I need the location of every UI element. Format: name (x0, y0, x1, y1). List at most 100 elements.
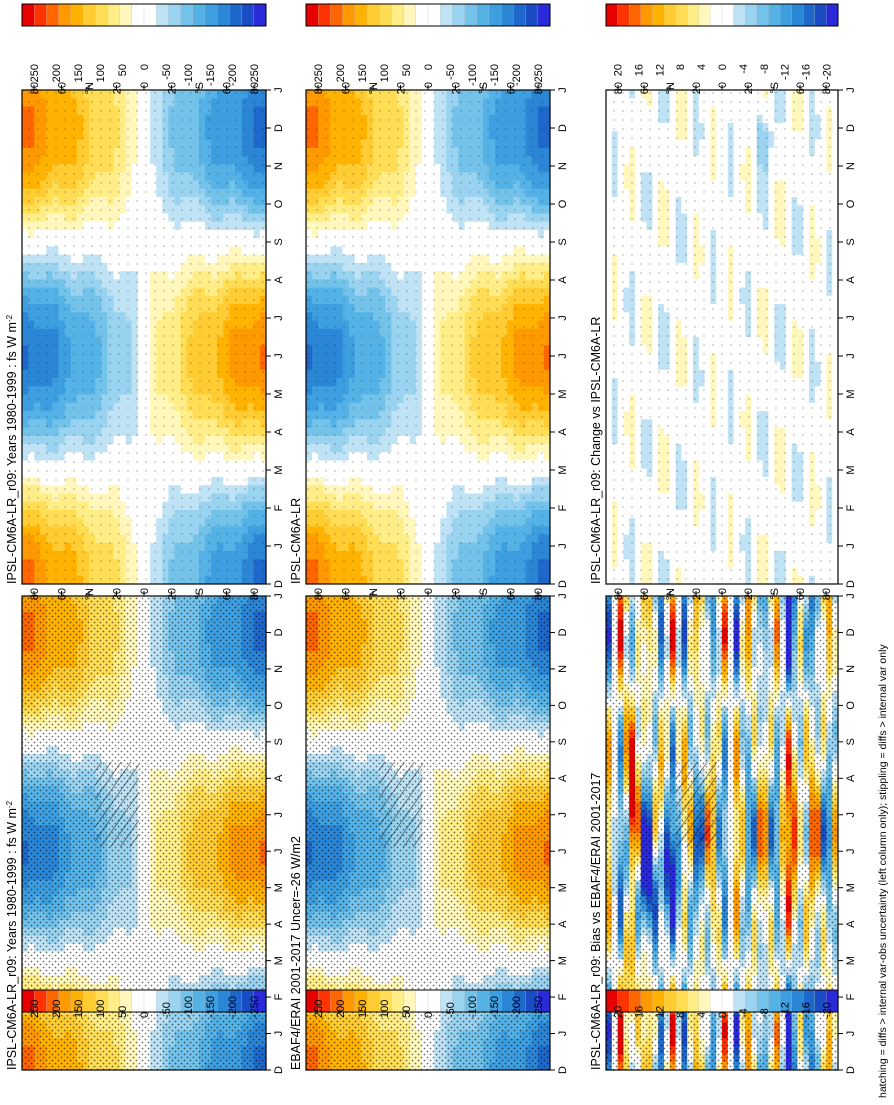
month-tick-label: M (273, 389, 285, 398)
month-tick-label: O (273, 199, 285, 208)
lat-tick-label: °N (84, 82, 96, 94)
month-tick-label: A (273, 428, 285, 436)
colorbar-label: -150 (205, 64, 217, 86)
lat-tick-label: 20 (112, 82, 124, 94)
colorbar-label: 100 (95, 1000, 107, 1018)
colorbar-label: -150 (205, 996, 217, 1018)
colorbar-label: -50 (161, 1002, 173, 1018)
panel-title: IPSL-CM6A-LR_r09: Years 1980-1999 : fs W… (5, 314, 20, 584)
colorbar-label: 200 (51, 1000, 63, 1018)
colorbar-label: -100 (183, 996, 195, 1018)
colorbar-label: -200 (227, 64, 239, 86)
month-tick-label: D (273, 124, 285, 132)
colorbar-swatch (46, 3, 60, 27)
lat-tick-label: 80 (249, 588, 261, 600)
month-tick-label: J (273, 315, 285, 321)
month-tick-label: M (273, 883, 285, 892)
colorbar-swatch (34, 3, 47, 27)
panel-title: IPSL-CM6A-LR_r09: Years 1980-1999 : fs W… (5, 800, 20, 1070)
month-tick-label: A (273, 774, 285, 782)
month-tick-label: M (273, 956, 285, 965)
lat-tick-label: °N (84, 588, 96, 600)
colorbar-swatch (241, 3, 255, 27)
month-tick-label: D (273, 628, 285, 636)
colorbar-label: 50 (117, 64, 129, 76)
colorbar-swatch (180, 3, 194, 27)
month-tick-label: J (273, 353, 285, 359)
colorbar-label: 100 (95, 64, 107, 82)
month-tick-label: J (273, 543, 285, 549)
month-tick-label: D (273, 1066, 285, 1074)
month-tick-label: J (273, 593, 285, 599)
colorbar-swatch (168, 3, 182, 27)
colorbar-swatch (119, 3, 133, 27)
colorbar-swatch (131, 989, 145, 1013)
lat-tick-label: 0 (139, 82, 151, 88)
colorbar-label: -250 (249, 996, 261, 1018)
colorbar-label: 250 (29, 64, 41, 82)
title-units-superscript: -2 (5, 314, 14, 322)
colorbar-label: 150 (73, 1000, 85, 1018)
month-tick-label: D (273, 580, 285, 588)
lat-tick-label: °S (194, 588, 206, 600)
month-tick-label: O (273, 701, 285, 710)
month-tick-label: J (273, 812, 285, 818)
lat-tick-label: 80 (29, 82, 41, 94)
month-tick-label: J (273, 848, 285, 854)
month-tick-label: M (273, 465, 285, 474)
month-tick-label: J (273, 87, 285, 93)
colorbar-label: 200 (51, 64, 63, 82)
lat-tick-label: 20 (167, 588, 179, 600)
lat-tick-label: 0 (139, 588, 151, 594)
month-tick-label: J (273, 1031, 285, 1037)
month-tick-label: F (273, 504, 285, 511)
colorbar-swatch (143, 3, 157, 27)
title-units-superscript: -2 (5, 800, 14, 808)
colorbar: 250 200 150 100 50 0 -50 -100 -150 -200 -250 (21, 3, 267, 86)
month-tick-label: S (273, 738, 285, 745)
colorbar-label: -250 (249, 64, 261, 86)
colorbar-swatch (192, 3, 206, 27)
colorbar-label: -200 (227, 996, 239, 1018)
month-tick-label: A (273, 920, 285, 928)
colorbar-swatch (143, 989, 157, 1013)
colorbar-label: 50 (117, 1006, 129, 1018)
stippling-overlay (22, 90, 266, 584)
month-tick-label: S (273, 238, 285, 245)
month-tick-label: N (273, 162, 285, 170)
colorbar-label: -100 (183, 64, 195, 86)
colorbar-swatch (229, 3, 243, 27)
lat-tick-label: 60 (57, 82, 69, 94)
colorbar-swatch (58, 3, 72, 27)
colorbar-swatch (204, 3, 218, 27)
colorbar: 250 200 150 100 50 0 -50 -100 -150 -200 -250 (21, 989, 267, 1018)
lat-tick-label: 80 (29, 588, 41, 600)
colorbar-swatch (131, 3, 145, 27)
colorbar-swatch (70, 3, 84, 27)
colorbar-swatch (21, 3, 35, 27)
hatching-overlay (95, 761, 140, 848)
colorbar-label: 150 (73, 64, 85, 82)
month-tick-label: N (273, 665, 285, 673)
lat-tick-label: 20 (167, 82, 179, 94)
colorbar-swatch (253, 3, 267, 27)
colorbar-swatch (107, 3, 121, 27)
lat-tick-label: 20 (112, 588, 124, 600)
colorbar-swatch (82, 3, 96, 27)
lat-tick-label: 60 (57, 588, 69, 600)
colorbar-swatch (156, 3, 169, 27)
month-tick-label: A (273, 276, 285, 284)
colorbar-swatch (217, 3, 230, 27)
colorbar-swatch (95, 3, 108, 27)
month-tick-label: F (273, 993, 285, 1000)
lat-tick-label: 60 (222, 588, 234, 600)
colorbar-label: -50 (161, 64, 173, 80)
colorbar-label: 250 (29, 1000, 41, 1018)
colorbar-label: 0 (139, 64, 151, 70)
colorbar-label: 0 (139, 1012, 151, 1018)
